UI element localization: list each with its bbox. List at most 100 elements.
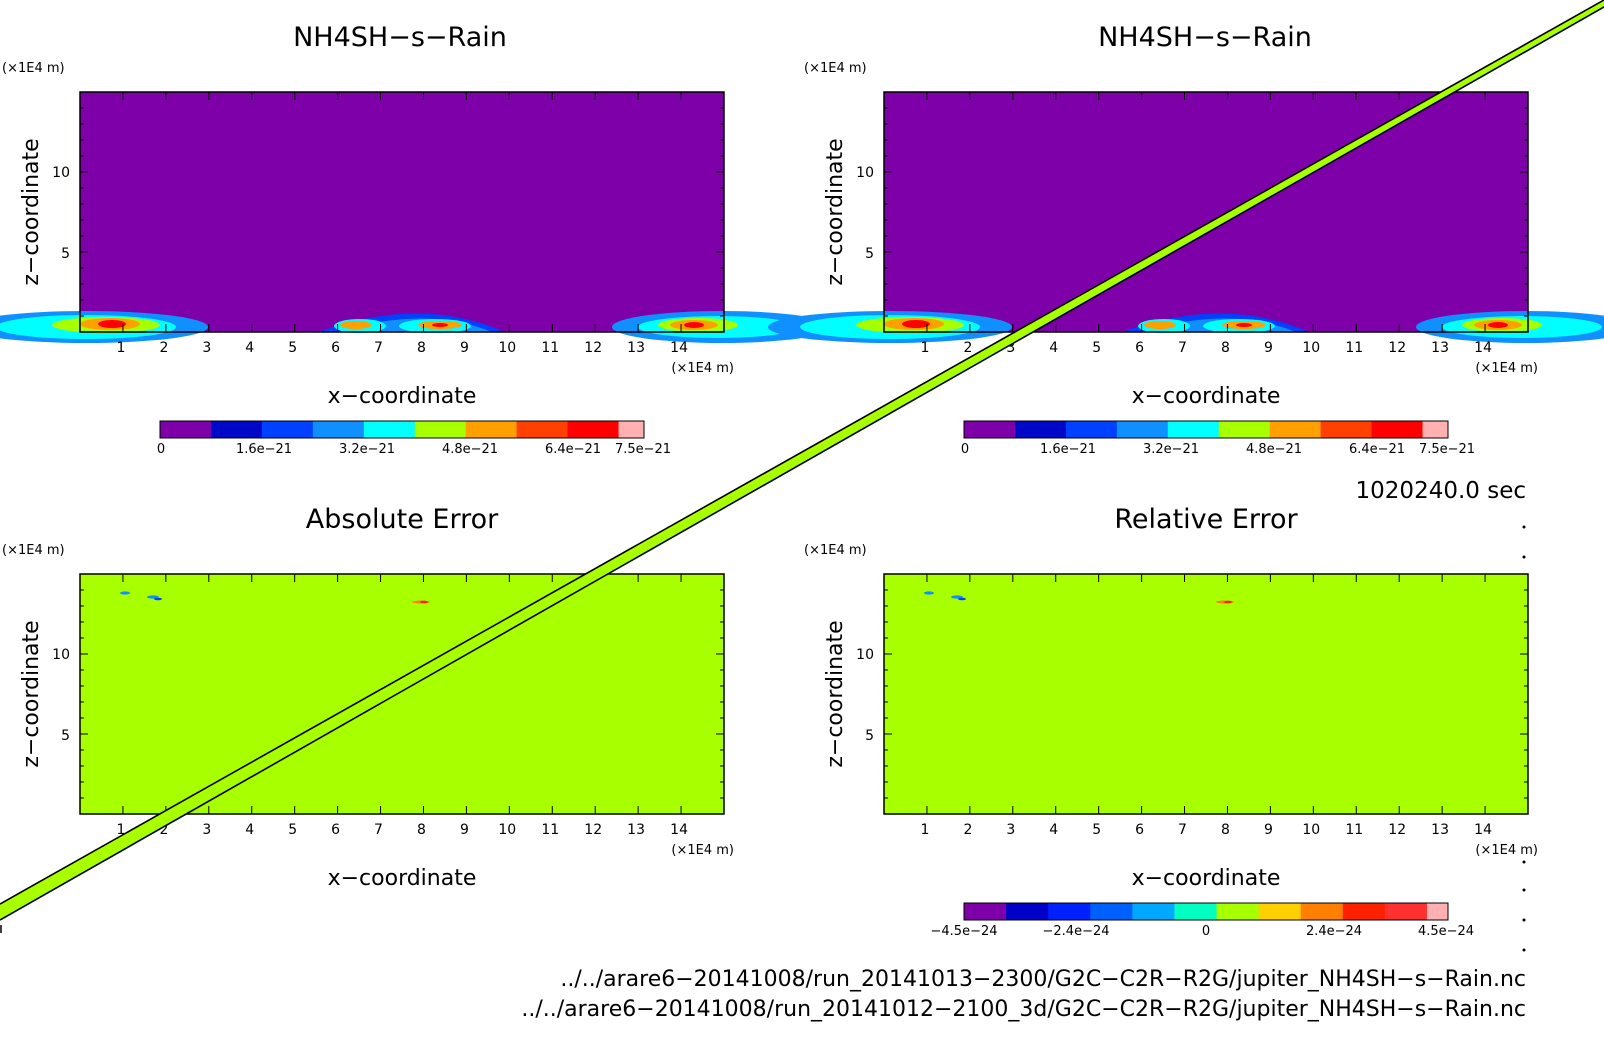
x-tick-label: 3 — [202, 822, 211, 838]
x-tick-label: 14 — [670, 340, 688, 356]
colorbar-swatch — [1422, 421, 1449, 438]
colorbar-top-right — [963, 420, 1449, 439]
y-unit-label: (×1E4 m) — [2, 61, 65, 76]
x-tick-label: 6 — [331, 822, 340, 838]
x-tick-label: 4 — [245, 340, 254, 356]
x-tick-label: 12 — [584, 340, 602, 356]
x-tick-label: 10 — [1302, 340, 1320, 356]
x-axis-label: x−coordinate — [328, 866, 477, 891]
x-tick-label: 11 — [1345, 340, 1363, 356]
y-tick-label: 10 — [52, 647, 70, 663]
x-tick-label: 8 — [417, 822, 426, 838]
x-tick-label: 14 — [1474, 340, 1492, 356]
x-tick-label: 14 — [670, 822, 688, 838]
colorbar-label: 3.2e−21 — [1143, 442, 1199, 457]
x-unit-label: (×1E4 m) — [671, 843, 734, 858]
x-tick-label: 2 — [963, 822, 972, 838]
error-specks — [924, 591, 1234, 604]
x-tick-label: 11 — [541, 340, 559, 356]
colorbar-top-right-labels: 0 1.6e−21 3.2e−21 4.8e−21 6.4e−21 7.5e−2… — [961, 442, 1475, 457]
y-axis-label: z−coordinate — [19, 620, 44, 767]
colorbar-swatch — [1371, 421, 1424, 438]
colorbar-swatch — [1320, 421, 1373, 438]
colorbar-label: 6.4e−21 — [545, 442, 601, 457]
colorbar-swatch — [465, 421, 518, 438]
colorbar-swatch — [1065, 421, 1118, 438]
x-tick-marks — [80, 92, 724, 332]
y-axis-label: z−coordinate — [823, 138, 848, 285]
colorbar-frame — [963, 420, 1449, 439]
x-axis-label: x−coordinate — [328, 384, 477, 409]
colorbar-label: −4.5e−24 — [931, 924, 998, 939]
x-tick-label: 3 — [1006, 340, 1015, 356]
x-tick-label: 7 — [1178, 340, 1187, 356]
x-tick-label: 13 — [627, 822, 645, 838]
x-tick-label: 13 — [627, 340, 645, 356]
x-unit-label: (×1E4 m) — [1475, 361, 1538, 376]
colorbar-swatch — [1090, 903, 1133, 920]
x-tick-label: 4 — [245, 822, 254, 838]
colorbar-label: 7.5e−21 — [615, 442, 671, 457]
x-tick-label: 8 — [1221, 340, 1230, 356]
y-tick-label: 10 — [52, 165, 70, 181]
x-axis-label: x−coordinate — [1132, 384, 1281, 409]
colorbar-swatch — [1218, 421, 1271, 438]
panel-bottom-left: Absolute Error (×1E4 m) 1 2 3 4 5 6 7 8 … — [2, 504, 734, 891]
colorbar-swatch — [1048, 903, 1091, 920]
plot-frame — [79, 91, 725, 333]
colorbar-swatch — [160, 421, 212, 438]
x-tick-label: 4 — [1049, 822, 1058, 838]
x-tick-label: 11 — [1345, 822, 1363, 838]
colorbar-label: 3.2e−21 — [339, 442, 395, 457]
colorbar-swatch — [1014, 421, 1067, 438]
colorbar-swatch — [261, 421, 314, 438]
panel-title: NH4SH−s−Rain — [1098, 22, 1312, 53]
colorbar-frame — [159, 420, 645, 439]
colorbar-label: 6.4e−21 — [1349, 442, 1405, 457]
error-specks — [120, 591, 430, 604]
x-tick-label: 7 — [374, 822, 383, 838]
x-tick-label: 6 — [1135, 340, 1144, 356]
time-label: 1020240.0 sec — [1356, 478, 1526, 504]
panel-top-left: NH4SH−s−Rain (×1E4 m) 1 2 3 — [0, 22, 832, 409]
x-tick-label: 12 — [584, 822, 602, 838]
x-unit-label: (×1E4 m) — [671, 361, 734, 376]
colorbar-swatch — [1258, 903, 1302, 920]
plot-field — [884, 574, 1528, 814]
colorbar-label: 7.5e−21 — [1419, 442, 1475, 457]
colorbar-label: 0 — [157, 442, 165, 457]
x-tick-label: 6 — [331, 340, 340, 356]
colorbar-bottom-right-labels: −4.5e−24 −2.4e−24 0 2.4e−24 4.5e−24 — [931, 924, 1475, 939]
panel-title: Absolute Error — [306, 504, 499, 535]
x-axis-label: x−coordinate — [1132, 866, 1281, 891]
x-tick-label: 8 — [1221, 822, 1230, 838]
colorbar-swatch — [964, 421, 1016, 438]
x-tick-label: 9 — [460, 822, 469, 838]
plot-field — [80, 92, 724, 332]
y-tick-label: 10 — [856, 647, 874, 663]
x-tick-label: 1 — [920, 822, 929, 838]
colorbar-label: 4.8e−21 — [1246, 442, 1302, 457]
colorbar-swatch — [1006, 903, 1049, 920]
x-tick-label: 14 — [1474, 822, 1492, 838]
colorbar-label: 0 — [961, 442, 969, 457]
y-tick-label: 10 — [856, 165, 874, 181]
x-tick-label: 2 — [159, 340, 168, 356]
x-tick-label: 5 — [1092, 340, 1101, 356]
y-tick-label: 5 — [865, 728, 874, 744]
x-tick-label: 13 — [1431, 822, 1449, 838]
panel-title: NH4SH−s−Rain — [293, 22, 507, 53]
x-tick-label: 9 — [1264, 822, 1273, 838]
plot-field — [884, 92, 1528, 332]
x-tick-marks — [884, 92, 1528, 332]
diagonal-overlay-band — [0, 0, 1604, 933]
x-tick-label: 12 — [1388, 822, 1406, 838]
x-tick-marks — [884, 574, 1528, 814]
colorbar-swatch — [1426, 903, 1449, 920]
colorbar-swatch — [516, 421, 569, 438]
colorbar-swatch — [964, 903, 1007, 920]
colorbar-swatch — [618, 421, 645, 438]
x-tick-label: 9 — [460, 340, 469, 356]
file-path-2: ../../arare6−20141008/run_20141012−2100_… — [521, 997, 1526, 1022]
